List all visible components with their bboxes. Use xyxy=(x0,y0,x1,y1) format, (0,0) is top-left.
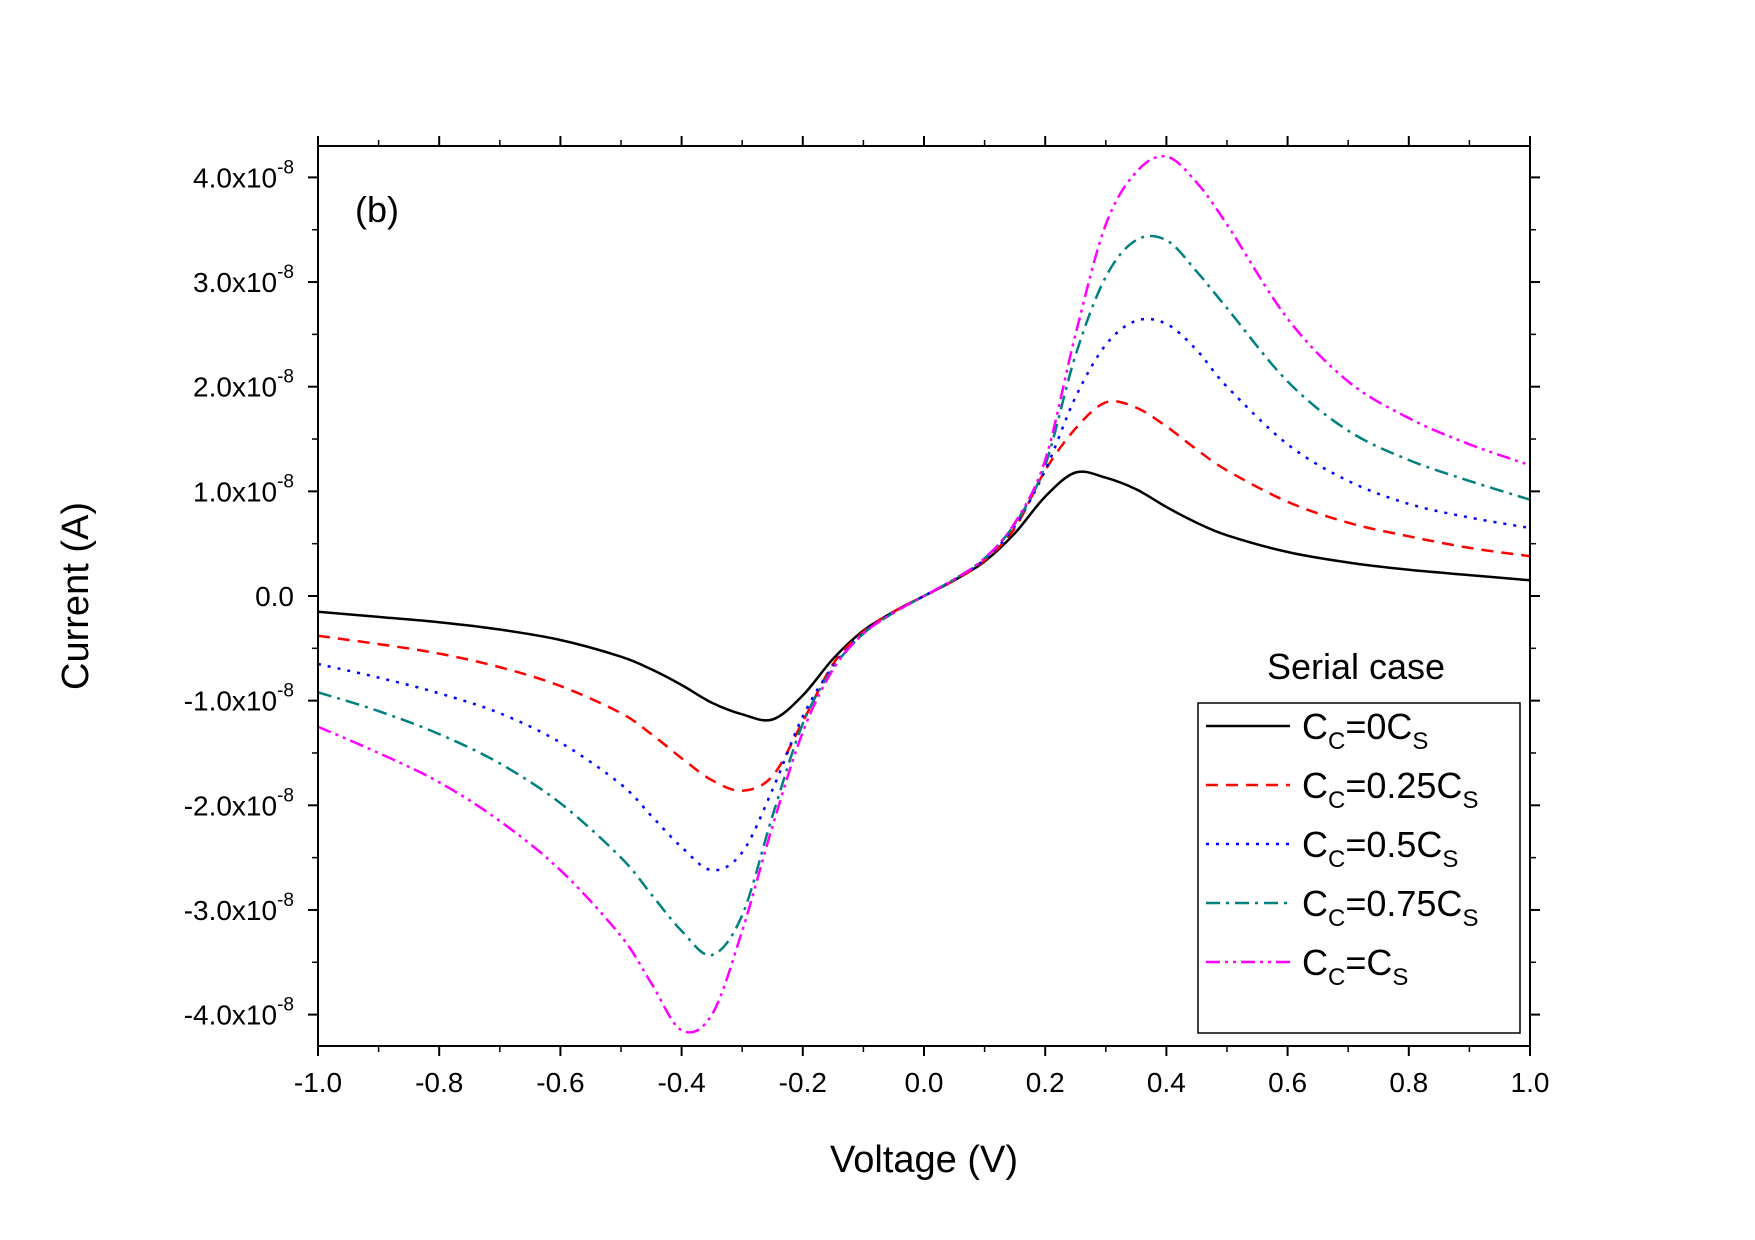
legend-label-3: CC=0.75CS xyxy=(1302,883,1478,932)
y-tick-label: -4.0x10-8 xyxy=(184,995,294,1031)
x-tick-label: 0.4 xyxy=(1147,1067,1186,1098)
y-tick-label: 1.0x10-8 xyxy=(193,471,294,507)
y-tick-label: -2.0x10-8 xyxy=(184,785,294,821)
series-layer xyxy=(318,154,1530,1034)
x-tick-label: -1.0 xyxy=(294,1067,342,1098)
x-tick-label: 0.6 xyxy=(1268,1067,1307,1098)
x-tick-label: 1.0 xyxy=(1511,1067,1550,1098)
legend-title: Serial case xyxy=(1267,646,1445,687)
y-tick-label: -3.0x10-8 xyxy=(184,890,294,926)
y-axis-title: Current (A) xyxy=(55,502,97,690)
legend-label-2: CC=0.5CS xyxy=(1302,824,1458,873)
x-tick-label: -0.4 xyxy=(657,1067,705,1098)
y-tick-label: 2.0x10-8 xyxy=(193,367,294,403)
series-line-4 xyxy=(318,154,1530,1034)
x-axis-title: Voltage (V) xyxy=(830,1139,1018,1181)
y-axis: -4.0x10-8 -3.0x10-8 -2.0x10-8 -1.0x10-8 0.0 1… xyxy=(184,157,1540,1031)
legend-box xyxy=(1197,702,1521,1034)
y-tick-label: 3.0x10-8 xyxy=(193,262,294,298)
legend-label-1: CC=0.25CS xyxy=(1302,765,1478,814)
x-tick-label: 0.2 xyxy=(1026,1067,1065,1098)
legend-label-0: CC=0CS xyxy=(1302,706,1428,755)
panel-label: (b) xyxy=(355,189,399,230)
x-tick-label: 0.8 xyxy=(1389,1067,1428,1098)
x-tick-label: -0.8 xyxy=(415,1067,463,1098)
y-tick-label: 0.0 xyxy=(255,581,294,612)
y-tick-label: 4.0x10-8 xyxy=(193,157,294,193)
legend-label-4: CC=CS xyxy=(1302,942,1408,991)
y-tick-label: -1.0x10-8 xyxy=(184,681,294,717)
x-axis: -1.0 -0.8 -0.6 -0.4 -0.2 0.0 0.2 0.4 0.6 0.8 1.0 xyxy=(294,136,1550,1098)
x-tick-label: -0.6 xyxy=(536,1067,584,1098)
x-tick-label: -0.2 xyxy=(779,1067,827,1098)
legend: CC=0CS CC=0.25CS CC=0.5CS CC=0.75CS CC=CS xyxy=(1197,702,1521,1034)
x-tick-label: 0.0 xyxy=(905,1067,944,1098)
